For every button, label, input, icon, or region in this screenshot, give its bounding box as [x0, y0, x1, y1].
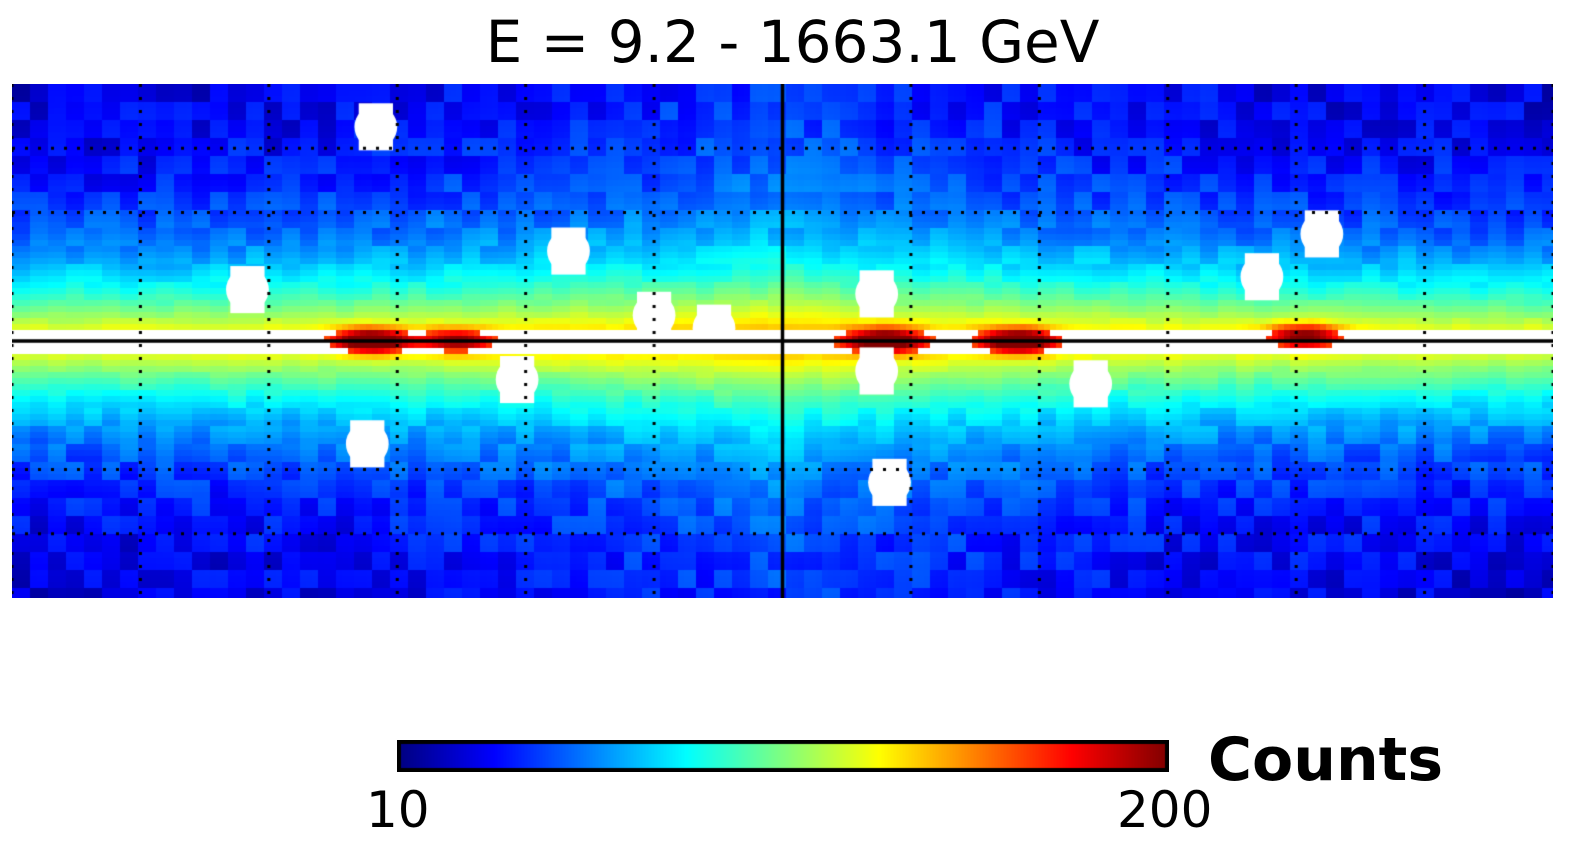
- chart-title: E = 9.2 - 1663.1 GeV: [485, 8, 1100, 76]
- colorbar-label: Counts: [1208, 725, 1444, 795]
- colorbar-max-tick: 200: [1117, 781, 1213, 839]
- colorbar-min-tick: 10: [366, 781, 430, 839]
- colorbar-gradient: [397, 740, 1169, 772]
- sky-map-heatmap: [12, 84, 1553, 598]
